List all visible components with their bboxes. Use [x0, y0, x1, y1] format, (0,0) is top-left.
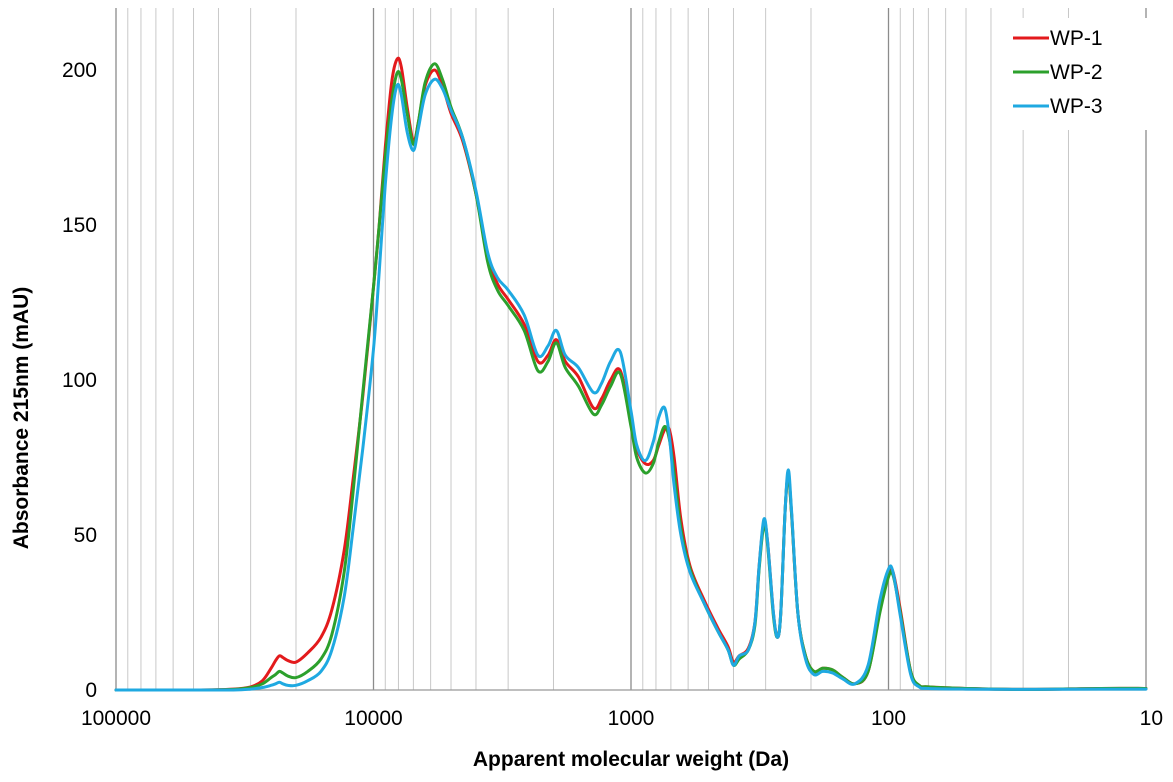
series-line-wp-3	[114, 77, 1148, 692]
series-line-wp-2	[114, 62, 1148, 692]
legend-label: WP-2	[1050, 61, 1103, 84]
x-tick-label: 1000	[608, 707, 655, 730]
legend-label: WP-1	[1050, 27, 1103, 50]
y-axis-title: Absorbance 215nm (mAU)	[10, 287, 33, 550]
x-axis-title: Apparent molecular weight (Da)	[473, 748, 789, 771]
x-tick-label: 100000	[81, 707, 151, 730]
x-tick-label: 10	[1140, 707, 1163, 730]
series-lines	[114, 56, 1148, 692]
y-tick-label: 150	[62, 214, 97, 237]
y-tick-labels: 0 50 100 150 200	[62, 59, 97, 702]
x-tick-label: 100	[871, 707, 906, 730]
x-tick-labels: 100000 10000 1000 100 10	[81, 707, 1163, 730]
legend: WP-1 WP-2 WP-3	[1005, 18, 1163, 130]
y-tick-label: 0	[85, 679, 97, 702]
gridlines	[115, 8, 1147, 690]
y-tick-label: 50	[74, 524, 97, 547]
y-tick-label: 200	[62, 59, 97, 82]
legend-label: WP-3	[1050, 95, 1103, 118]
x-tick-label: 10000	[344, 707, 402, 730]
y-tick-label: 100	[62, 369, 97, 392]
